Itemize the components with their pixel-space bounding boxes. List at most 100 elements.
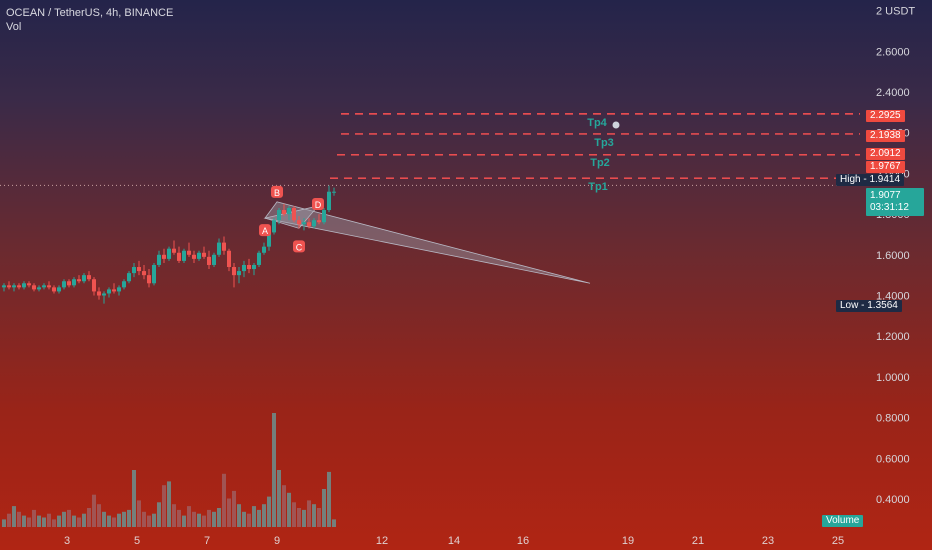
candle-body <box>87 275 91 280</box>
candle-body <box>237 271 241 276</box>
volume-bar <box>302 509 306 527</box>
volume-bar <box>257 509 261 527</box>
candle-body <box>67 281 71 286</box>
volume-bar <box>17 511 21 527</box>
price-tick-label: 2.6000 <box>876 46 910 58</box>
volume-bar <box>132 470 136 527</box>
volume-bar <box>287 492 291 527</box>
volume-bar <box>102 511 106 527</box>
candle-body <box>7 285 11 288</box>
volume-bar <box>127 509 131 527</box>
candle-body <box>232 267 236 276</box>
volume-bar <box>227 498 231 527</box>
price-tick-label: 1.6000 <box>876 250 910 262</box>
candle-body <box>197 252 201 259</box>
candle-body <box>127 273 131 282</box>
volume-bar <box>197 513 201 527</box>
volume-bar <box>292 502 296 527</box>
target-label-tp4: Tp4 <box>587 117 607 129</box>
symbol-title[interactable]: OCEAN / TetherUS, 4h, BINANCE <box>6 7 174 19</box>
candle-body <box>267 232 271 247</box>
volume-bar <box>317 508 321 527</box>
volume-bar <box>332 519 336 527</box>
candle-body <box>82 275 86 282</box>
candle-body <box>182 250 186 261</box>
candle-body <box>192 254 196 259</box>
candle-body <box>57 287 61 292</box>
candle-body <box>77 279 81 282</box>
price-tick-label: 1.2000 <box>876 331 910 343</box>
price-tick-label: 2 USDT <box>876 6 915 18</box>
high-label: High <box>840 174 861 185</box>
time-tick-label: 19 <box>622 535 634 547</box>
time-tick-label: 3 <box>64 535 70 547</box>
candle-body <box>52 287 56 292</box>
volume-bar <box>122 511 126 527</box>
volume-bar <box>217 508 221 527</box>
candle-body <box>17 285 21 288</box>
candle-body <box>247 264 251 270</box>
tp4-price-tag: 2.2925 <box>866 110 905 122</box>
candle-body <box>302 222 306 225</box>
candle-body <box>332 191 336 193</box>
volume-bar <box>87 508 91 527</box>
volume-bar <box>72 515 76 527</box>
current-price-tag: 1.9077 03:31:12 <box>866 188 924 216</box>
cursor-dot-icon <box>612 121 620 129</box>
volume-bar <box>277 470 281 527</box>
volume-bar <box>12 506 16 527</box>
candle-body <box>262 246 266 253</box>
pattern-wedge <box>264 201 591 284</box>
candle-body <box>22 283 26 288</box>
candle-body <box>217 242 221 255</box>
candle-body <box>257 252 261 265</box>
volume-bar <box>252 506 256 527</box>
current-price-value: 1.9077 <box>870 190 901 201</box>
candle-countdown: 03:31:12 <box>870 202 909 213</box>
volume-bar <box>57 515 61 527</box>
candle-body <box>172 248 176 253</box>
low-value: 1.3564 <box>867 300 898 311</box>
volume-scale-tag: Volume <box>822 515 864 527</box>
volume-bar <box>117 513 121 527</box>
volume-bar <box>27 517 31 527</box>
candle-body <box>152 264 156 284</box>
pattern-triangle <box>263 205 320 229</box>
volume-bar <box>37 515 41 527</box>
volume-bar <box>2 519 6 527</box>
candle-body <box>97 291 101 296</box>
target-label-tp3: Tp3 <box>594 137 614 149</box>
candle-body <box>307 222 311 227</box>
target-label-tp2: Tp2 <box>590 157 610 169</box>
volume-bar <box>147 515 151 527</box>
volume-bar <box>142 511 146 527</box>
volume-bar <box>187 506 191 527</box>
volume-bar <box>242 511 246 527</box>
time-tick-label: 23 <box>762 535 774 547</box>
candle-body <box>272 220 276 233</box>
volume-bar <box>322 489 326 527</box>
volume-bar <box>202 515 206 527</box>
volume-bar <box>67 509 71 527</box>
volume-indicator-label[interactable]: Vol <box>6 21 22 33</box>
volume-bar <box>92 494 96 527</box>
candle-body <box>62 281 66 288</box>
candle-body <box>277 210 281 221</box>
volume-bar <box>52 519 56 527</box>
volume-bar <box>267 496 271 527</box>
candle-body <box>162 254 166 259</box>
price-tick-label: 0.6000 <box>876 453 910 465</box>
time-tick-label: 25 <box>832 535 844 547</box>
candle-body <box>167 248 171 259</box>
tp3-price-tag: 2.1938 <box>866 130 905 142</box>
pattern-point-c-label: C <box>296 242 303 252</box>
pattern-point-a-label: A <box>262 226 268 236</box>
candle-body <box>222 242 226 251</box>
high-tag: High - 1.9414 <box>836 174 905 186</box>
time-tick-label: 16 <box>517 535 529 547</box>
volume-bar <box>312 504 316 527</box>
candle-body <box>242 264 246 272</box>
volume-bar <box>167 481 171 527</box>
